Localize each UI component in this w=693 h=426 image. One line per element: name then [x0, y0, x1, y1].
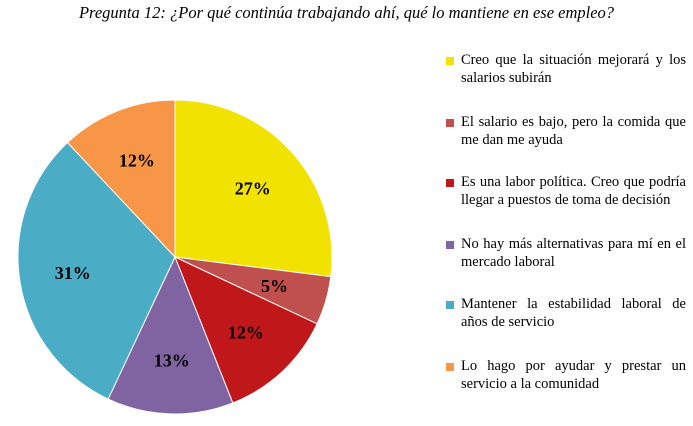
- legend-item-2: El salario es bajo, pero la comida que m…: [446, 113, 686, 149]
- legend-label: Creo que la situación mejorará y los sal…: [461, 52, 686, 86]
- legend-swatch: [446, 301, 454, 309]
- legend-label: Lo hago por ayudar y prestar un servicio…: [461, 358, 686, 392]
- pie-data-label-2: 5%: [261, 276, 288, 296]
- legend-item-3: Es una labor política. Creo que podría l…: [446, 173, 686, 209]
- legend-label: No hay más alternativas para mí en el me…: [461, 236, 686, 270]
- pie-slice-1: [174, 99, 333, 278]
- legend-label: Es una labor política. Creo que podría l…: [461, 174, 686, 208]
- pie-slice-5: [17, 141, 176, 400]
- legend-swatch: [446, 57, 454, 65]
- pie-data-label-5: 31%: [55, 263, 91, 283]
- legend-swatch: [446, 119, 454, 127]
- chart-title: Pregunta 12: ¿Por qué continúa trabajand…: [78, 3, 615, 22]
- legend-item-6: Lo hago por ayudar y prestar un servicio…: [446, 357, 686, 393]
- pie-data-label-4: 13%: [154, 351, 190, 371]
- pie-data-label-6: 12%: [119, 151, 155, 171]
- legend-swatch: [446, 363, 454, 371]
- pie-slice-4: [107, 255, 234, 415]
- legend-label: Mantener la estabilidad laboral de años …: [461, 296, 686, 330]
- pie-data-label-3: 12%: [228, 323, 264, 343]
- pie-data-label-1: 27%: [235, 179, 271, 199]
- legend-item-1: Creo que la situación mejorará y los sal…: [446, 51, 686, 87]
- legend-item-5: Mantener la estabilidad laboral de años …: [446, 295, 686, 331]
- legend-swatch: [446, 179, 454, 187]
- legend-swatch: [446, 241, 454, 249]
- legend-item-4: No hay más alternativas para mí en el me…: [446, 235, 686, 271]
- pie-slice-3: [174, 256, 318, 404]
- pie-slice-6: [66, 99, 176, 259]
- legend-label: El salario es bajo, pero la comida que m…: [461, 114, 686, 148]
